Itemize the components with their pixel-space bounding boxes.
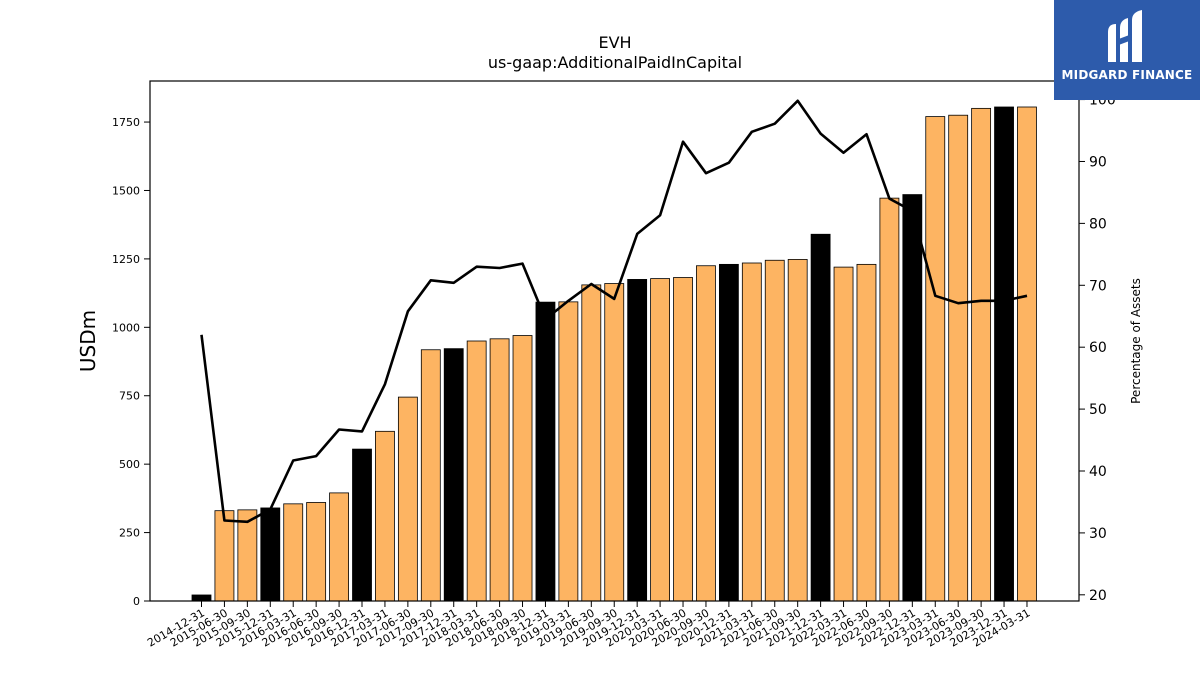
y-tick-label: 500 — [119, 458, 140, 471]
bar-2021-03-31 — [741, 262, 762, 602]
y2-axis-label: Percentage of Assets — [1129, 278, 1143, 404]
bar-2016-06-30 — [306, 502, 327, 602]
y-tick-label: 750 — [119, 390, 140, 403]
logo-text: MIDGARD FINANCE — [1061, 68, 1193, 82]
bar-2016-12-31 — [352, 448, 372, 602]
bar-2015-06-30 — [214, 510, 235, 602]
y2-tick-label: 80 — [1089, 216, 1107, 232]
bar-series — [191, 106, 1037, 602]
y2-tick-label: 70 — [1089, 278, 1107, 294]
bar-2019-12-31 — [627, 279, 648, 602]
bar-2014-12-31 — [191, 594, 212, 602]
bar-2017-09-30 — [420, 349, 441, 602]
bar-2020-12-31 — [718, 263, 739, 602]
bar-2019-09-30 — [604, 283, 625, 602]
line-series — [200, 99, 1028, 524]
bar-2023-12-31 — [994, 106, 1014, 602]
bar-2015-12-31 — [260, 507, 281, 602]
y2-tick-label: 90 — [1089, 154, 1107, 170]
y-tick-label: 1750 — [112, 116, 140, 129]
bar-2021-09-30 — [787, 259, 808, 602]
y-tick-label: 1000 — [112, 321, 140, 334]
bar-2017-03-31 — [375, 430, 395, 602]
bar-2023-03-31 — [925, 116, 946, 602]
bar-2016-09-30 — [329, 492, 349, 602]
y2-tick-label: 30 — [1089, 526, 1107, 542]
bar-2023-06-30 — [948, 114, 969, 602]
chart-title: EVH — [598, 33, 631, 52]
x-axis: 2014-12-312015-06-302015-09-302015-12-31… — [145, 601, 1032, 650]
bar-2015-09-30 — [237, 509, 258, 602]
y-axis-left: 0 250 500 750 1000 1250 1500 1750 — [112, 116, 150, 608]
bar-2022-12-31 — [902, 194, 923, 602]
bar-2016-03-31 — [283, 503, 304, 602]
bar-2023-09-30 — [971, 107, 992, 602]
bar-2020-06-30 — [673, 277, 693, 602]
percentage-line — [200, 99, 1028, 524]
bar-2018-03-31 — [466, 340, 487, 602]
brand-logo: MIDGARD FINANCE — [1054, 0, 1200, 100]
bar-2019-06-30 — [581, 284, 602, 602]
bar-2022-06-30 — [856, 263, 877, 602]
y-tick-label: 250 — [119, 527, 140, 540]
bar-2020-09-30 — [696, 265, 716, 602]
bar-2019-03-31 — [558, 301, 579, 602]
y2-tick-label: 50 — [1089, 402, 1107, 418]
bar-2024-03-31 — [1017, 106, 1037, 602]
y-tick-label: 0 — [133, 595, 140, 608]
y-axis-label: USDm — [76, 310, 100, 372]
bar-2018-12-31 — [535, 301, 556, 602]
y2-tick-label: 60 — [1089, 340, 1107, 356]
chart-subtitle: us-gaap:AdditionalPaidInCapital — [488, 53, 742, 72]
y-tick-label: 1500 — [112, 184, 140, 197]
bar-2020-03-31 — [650, 278, 670, 602]
bar-2022-03-31 — [833, 266, 854, 602]
bar-2017-06-30 — [397, 396, 418, 602]
y2-tick-label: 20 — [1089, 588, 1107, 604]
bar-2021-12-31 — [810, 233, 831, 602]
bar-2021-06-30 — [764, 259, 785, 602]
bar-2017-12-31 — [443, 348, 464, 602]
bar-2018-09-30 — [512, 335, 533, 602]
midgard-m-icon — [1108, 10, 1142, 62]
y2-tick-label: 40 — [1089, 464, 1107, 480]
y-tick-label: 1250 — [112, 253, 140, 266]
bar-2022-09-30 — [879, 197, 900, 602]
bar-2018-06-30 — [489, 338, 510, 602]
